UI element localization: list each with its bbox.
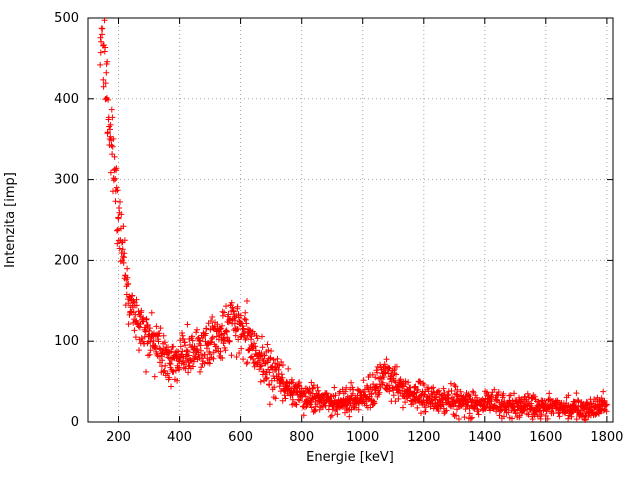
y-axis-title: Intenzita [imp]: [3, 172, 18, 268]
x-tick-label: 1200: [407, 430, 440, 445]
y-tick-label: 100: [54, 334, 79, 349]
grid: [88, 17, 613, 423]
x-tick-label: 400: [167, 430, 192, 445]
tick-marks: [88, 17, 613, 423]
y-tick-label: 300: [54, 173, 79, 188]
x-tick-label: 1800: [590, 430, 623, 445]
data-points: [97, 17, 610, 424]
plot-border: [87, 17, 614, 423]
y-tick-label: 200: [54, 253, 79, 268]
x-tick-label: 1400: [468, 430, 501, 445]
tick-labels: 200 400 600 800 1000 1200 1400 1600 1800 0 100 200 3…: [54, 11, 623, 445]
x-tick-label: 200: [106, 430, 131, 445]
x-tick-label: 800: [289, 430, 314, 445]
x-axis-title: Energie [keV]: [306, 450, 394, 465]
x-tick-label: 600: [228, 430, 253, 445]
chart-generated-layers: 200 400 600 800 1000 1200 1400 1600 1800 0 100 200 3…: [54, 11, 623, 445]
y-tick-label: 400: [54, 92, 79, 107]
x-tick-label: 1000: [346, 430, 379, 445]
y-tick-label: 0: [71, 415, 79, 430]
y-tick-label: 500: [54, 11, 79, 26]
x-tick-label: 1600: [529, 430, 562, 445]
